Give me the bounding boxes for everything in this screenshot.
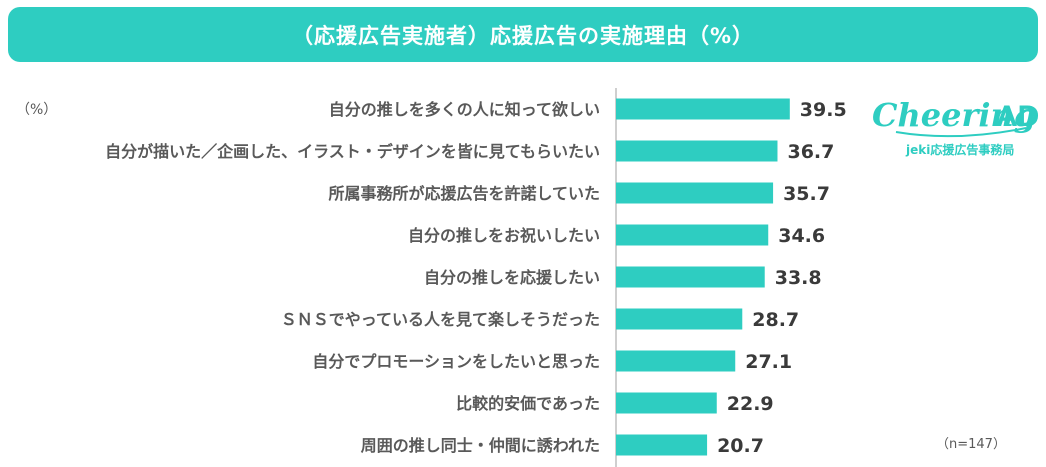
sample-size-note: （n=147）	[936, 437, 1006, 452]
bar	[616, 350, 736, 372]
value-label: 22.9	[727, 393, 774, 415]
value-label: 33.8	[775, 267, 822, 289]
cheering-ad-logo: Cheering AD jeki応援広告事務局	[872, 96, 1039, 157]
bar	[616, 182, 774, 204]
category-label: 自分の推しを応援したい	[424, 268, 600, 287]
value-label: 28.7	[752, 309, 799, 331]
value-label: 20.7	[717, 435, 764, 457]
bar	[616, 392, 717, 414]
bar	[616, 308, 743, 330]
bar	[616, 266, 765, 288]
value-label: 36.7	[787, 141, 834, 163]
value-label: 34.6	[778, 225, 825, 247]
chart-title: （応援広告実施者）応援広告の実施理由（%）	[291, 23, 755, 48]
category-label: 自分でプロモーションをしたいと思った	[312, 352, 600, 371]
category-label: 比較的安価であった	[456, 394, 600, 413]
title-banner: （応援広告実施者）応援広告の実施理由（%）	[8, 7, 1038, 62]
category-label: ＳＮＳでやっている人を見て楽しそうだった	[281, 310, 600, 329]
svg-text:AD: AD	[996, 100, 1039, 133]
category-label: 自分の推しを多くの人に知って欲しい	[329, 100, 600, 119]
bar	[616, 140, 778, 162]
category-label: 周囲の推し同士・仲間に誘われた	[361, 436, 600, 455]
bar	[616, 224, 769, 246]
value-label: 27.1	[745, 351, 792, 373]
unit-label: （%）	[16, 102, 58, 118]
bar	[616, 98, 790, 120]
category-label: 自分が描いた／企画した、イラスト・デザインを皆に見てもらいたい	[105, 142, 600, 161]
category-label: 所属事務所が応援広告を許諾していた	[328, 184, 600, 203]
bar	[616, 434, 708, 456]
value-label: 35.7	[783, 183, 830, 205]
category-label: 自分の推しをお祝いしたい	[408, 226, 600, 245]
svg-text:Cheering: Cheering	[872, 96, 1036, 134]
svg-text:jeki応援広告事務局: jeki応援広告事務局	[905, 142, 1014, 157]
value-label: 39.5	[800, 99, 847, 121]
